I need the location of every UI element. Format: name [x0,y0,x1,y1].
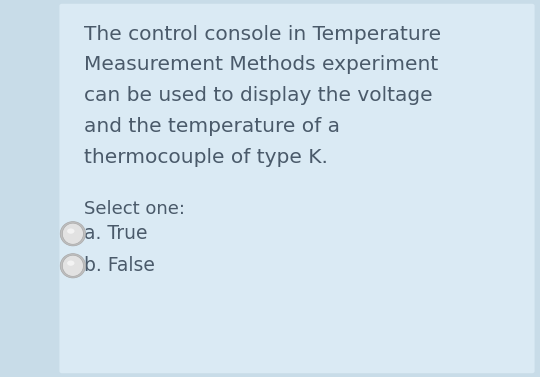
Text: Select one:: Select one: [84,200,185,218]
Ellipse shape [62,223,84,244]
Ellipse shape [60,254,85,278]
Ellipse shape [62,255,84,276]
Text: The control console in Temperature: The control console in Temperature [84,25,441,43]
Ellipse shape [67,261,75,266]
Text: b. False: b. False [84,256,154,275]
FancyBboxPatch shape [59,4,535,373]
Text: and the temperature of a: and the temperature of a [84,117,340,136]
Ellipse shape [67,228,75,234]
Text: can be used to display the voltage: can be used to display the voltage [84,86,433,105]
Text: Measurement Methods experiment: Measurement Methods experiment [84,55,438,74]
Ellipse shape [60,222,85,246]
Text: a. True: a. True [84,224,147,243]
Text: thermocouple of type K.: thermocouple of type K. [84,148,328,167]
